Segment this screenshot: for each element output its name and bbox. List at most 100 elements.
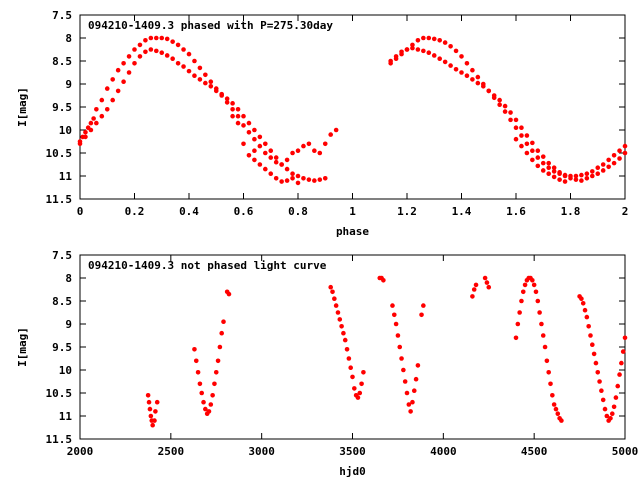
data-point	[573, 173, 579, 179]
data-point	[530, 278, 535, 283]
data-point	[540, 160, 546, 166]
data-point	[226, 291, 232, 297]
data-point	[404, 47, 410, 52]
data-point	[404, 390, 410, 396]
data-point	[359, 381, 364, 387]
y-axis-label: I[mag]	[16, 327, 29, 367]
data-point	[350, 374, 355, 380]
y-tick-label: 9	[65, 318, 72, 331]
data-point	[181, 64, 186, 69]
data-point	[126, 70, 132, 75]
data-point	[411, 388, 417, 394]
data-point	[186, 51, 192, 57]
data-point	[413, 376, 419, 382]
data-point	[348, 365, 353, 371]
data-point	[154, 35, 159, 41]
data-point	[246, 130, 252, 135]
data-point	[317, 177, 323, 182]
data-point	[88, 120, 94, 126]
data-point	[390, 303, 395, 308]
data-point	[246, 153, 252, 158]
data-point	[590, 342, 595, 348]
data-point	[584, 176, 590, 181]
data-point	[224, 96, 230, 102]
data-point	[579, 178, 584, 183]
data-point	[522, 282, 528, 288]
data-point	[415, 363, 421, 368]
y-tick-label: 9.5	[52, 341, 72, 354]
data-point	[540, 154, 546, 159]
data-point	[208, 84, 214, 89]
data-point	[284, 166, 290, 172]
data-point	[328, 132, 334, 137]
data-point	[346, 356, 352, 361]
data-point	[475, 74, 481, 80]
x-tick-label: 0.8	[288, 205, 308, 218]
data-point	[535, 148, 541, 153]
data-point	[341, 330, 346, 336]
data-point	[150, 422, 155, 428]
data-point	[99, 113, 105, 119]
data-point	[357, 390, 363, 396]
data-point	[555, 411, 561, 417]
data-point	[175, 61, 181, 66]
data-point	[484, 280, 490, 285]
data-point	[115, 88, 121, 94]
data-point	[104, 107, 110, 112]
data-point	[295, 148, 301, 153]
data-point	[421, 35, 426, 41]
data-point	[481, 84, 486, 89]
data-point	[580, 301, 586, 306]
data-point	[620, 349, 626, 354]
data-point	[617, 148, 622, 153]
data-point	[611, 153, 617, 158]
data-point	[192, 73, 197, 79]
data-point	[540, 168, 546, 173]
data-point	[401, 367, 406, 373]
data-point	[470, 77, 475, 82]
data-point	[519, 143, 524, 149]
data-point	[273, 176, 279, 181]
data-point	[295, 180, 301, 186]
data-point	[306, 141, 312, 147]
data-point	[322, 141, 328, 147]
data-point	[148, 35, 154, 41]
data-point	[595, 171, 601, 176]
data-point	[393, 54, 399, 59]
data-point	[453, 66, 459, 72]
data-point	[159, 50, 165, 56]
data-point	[197, 381, 203, 387]
y-tick-label: 8.5	[52, 55, 72, 68]
data-point	[355, 395, 361, 400]
chart-title: 094210-1409.3 phased with P=275.30day	[88, 19, 333, 32]
x-tick-label: 3000	[248, 445, 275, 458]
data-point	[77, 141, 83, 147]
data-point	[470, 67, 475, 73]
data-point	[83, 130, 88, 135]
data-point	[192, 347, 197, 352]
x-tick-label: 2	[622, 205, 629, 218]
data-point	[335, 310, 341, 315]
data-point	[273, 155, 279, 160]
data-point	[546, 165, 551, 171]
data-point	[448, 43, 453, 49]
data-point	[154, 48, 159, 54]
data-point	[517, 310, 522, 315]
data-point	[290, 171, 295, 176]
data-point	[399, 49, 404, 55]
data-point	[312, 178, 317, 183]
data-point	[502, 103, 508, 109]
data-point	[143, 38, 148, 43]
data-point	[263, 166, 268, 172]
data-point	[471, 287, 477, 292]
data-point	[197, 65, 203, 71]
data-point	[132, 61, 137, 66]
y-tick-label: 7.5	[52, 249, 72, 262]
data-point	[431, 53, 437, 58]
x-tick-label: 0.6	[234, 205, 254, 218]
data-point	[186, 68, 192, 74]
y-tick-label: 9	[65, 78, 72, 91]
data-point	[546, 171, 551, 176]
data-point	[397, 344, 403, 350]
data-point	[530, 157, 535, 163]
